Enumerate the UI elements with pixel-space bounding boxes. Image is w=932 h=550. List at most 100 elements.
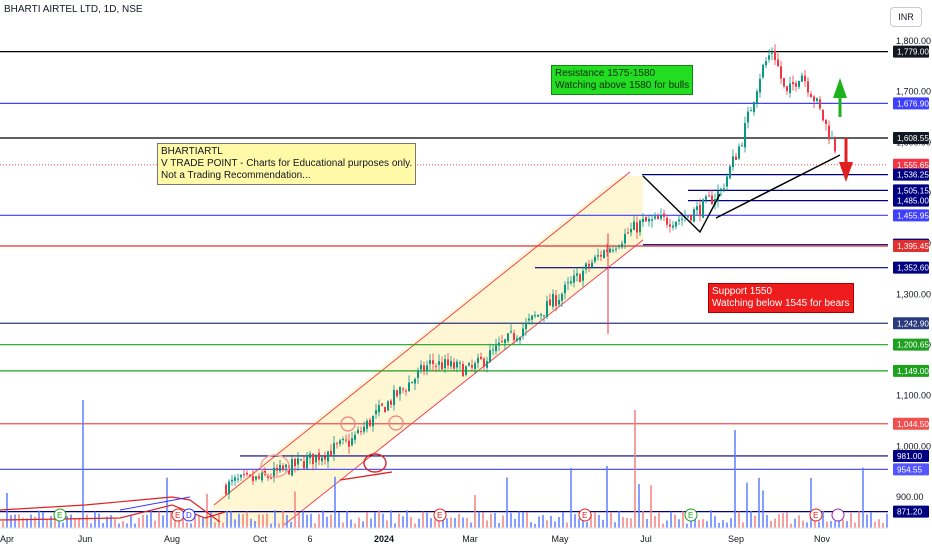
volume-bar: [90, 523, 92, 528]
volume-bar: [290, 521, 292, 528]
volume-bar: [190, 523, 192, 528]
y-tick-label: 1,700.00: [896, 87, 931, 97]
volume-bar: [338, 512, 340, 528]
volume-bar: [838, 516, 840, 528]
volume-bar: [106, 516, 108, 528]
volume-bar: [714, 516, 716, 528]
y-tick-label: 900.00: [896, 492, 924, 502]
volume-bar: [562, 512, 564, 528]
volume-bar: [822, 511, 824, 528]
volume-bar: [34, 516, 36, 528]
candle-body: [489, 350, 491, 363]
volume-bar: [682, 511, 684, 528]
candle-body: [411, 381, 413, 384]
volume-bar: [846, 521, 848, 528]
volume-bar: [402, 516, 404, 528]
volume-bar: [482, 512, 484, 528]
volume-bar: [122, 521, 124, 528]
volume-bar: [874, 521, 876, 528]
candle-body: [795, 83, 797, 87]
volume-bar: [506, 477, 508, 528]
volume-bar: [694, 517, 696, 528]
candle-body: [534, 315, 536, 317]
candle-body: [720, 188, 722, 191]
event-icon-label: D: [186, 511, 192, 520]
candle-body: [615, 248, 617, 250]
candle-body: [357, 429, 359, 434]
candle-body: [237, 478, 239, 480]
candle-body: [558, 299, 560, 305]
candle-body: [582, 270, 584, 281]
volume-bar: [782, 513, 784, 528]
currency-button[interactable]: INR: [890, 7, 922, 27]
volume-bar: [178, 515, 180, 528]
volume-bar: [486, 520, 488, 528]
candle-body: [336, 443, 338, 445]
x-tick-label: Jul: [640, 534, 652, 544]
candle-body: [255, 476, 257, 480]
volume-bar: [414, 523, 416, 528]
volume-bar: [138, 517, 140, 528]
volume-bar: [370, 518, 372, 528]
volume-bar: [498, 523, 500, 528]
candle-body: [309, 453, 311, 459]
candle-body: [384, 407, 386, 413]
candle-body: [408, 382, 410, 392]
candle-body: [651, 219, 653, 221]
candle-body: [693, 209, 695, 222]
candle-body: [480, 356, 482, 360]
volume-bar: [826, 521, 828, 528]
candle-body: [639, 220, 641, 233]
volume-bar: [118, 523, 120, 528]
x-tick-label: Apr: [0, 534, 14, 544]
candle-body: [744, 123, 746, 148]
highlight-circle: [260, 454, 290, 478]
volume-bar: [342, 522, 344, 528]
candle-body: [348, 440, 350, 447]
volume-bar: [718, 522, 720, 528]
v-pattern-line: [642, 175, 721, 234]
volume-bar: [22, 517, 24, 528]
candle-body: [498, 342, 500, 346]
volume-bar: [830, 521, 832, 528]
x-tick-label: 2024: [374, 534, 394, 544]
note-line: Not a Trading Recommendation...: [161, 170, 311, 181]
candle-body: [576, 273, 578, 276]
candle-body: [306, 456, 308, 469]
volume-bar: [610, 511, 612, 528]
candle-body: [660, 215, 662, 219]
volume-bar: [426, 512, 428, 528]
price-level-label: 981.00: [897, 452, 922, 461]
candle-body: [426, 365, 428, 371]
volume-bar: [78, 518, 80, 528]
candle-body: [471, 365, 473, 368]
candle-body: [345, 439, 347, 441]
candle-body: [597, 255, 599, 257]
price-level-tag: [893, 194, 929, 207]
volume-bar: [134, 523, 136, 528]
volume-bar: [82, 400, 84, 528]
volume-bar: [626, 517, 628, 528]
volume-bar: [410, 517, 412, 528]
volume-bar: [94, 511, 96, 528]
volume-bar: [182, 515, 184, 528]
price-level-tag: [893, 261, 929, 274]
price-level-label: 1,536.25: [897, 171, 929, 180]
volume-bar: [102, 523, 104, 528]
candle-body: [276, 467, 278, 471]
volume-bar: [278, 523, 280, 528]
candle-body: [507, 333, 509, 342]
volume-bar: [758, 477, 760, 528]
price-level-tag: [893, 45, 929, 58]
candle-body: [699, 204, 701, 217]
candle-body: [513, 333, 515, 341]
candle-body: [225, 484, 227, 495]
volume-bar: [382, 513, 384, 528]
volume-bar: [858, 511, 860, 528]
volume-bar: [866, 514, 868, 528]
volume-bar: [514, 518, 516, 528]
volume-bar: [686, 523, 688, 528]
volume-bar: [150, 511, 152, 528]
event-icon: [182, 508, 196, 522]
